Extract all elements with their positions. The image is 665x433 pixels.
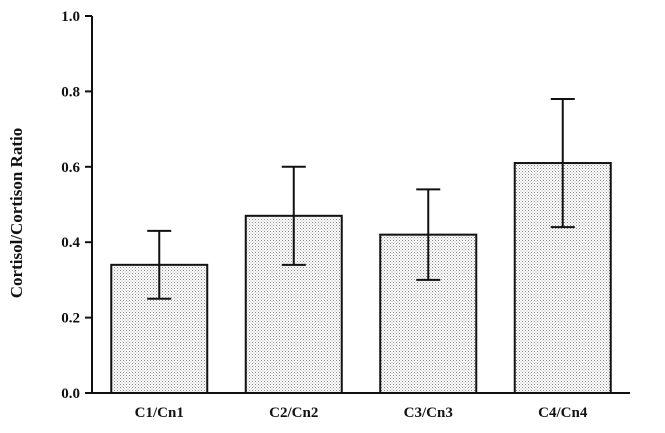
y-tick-label-1: 0.0 xyxy=(61,386,80,402)
y-axis-title: Cortisol/Cortison Ratio xyxy=(7,128,26,298)
y-tick-label-3: 0.4 xyxy=(61,235,80,251)
y-tick-label-4: 0.6 xyxy=(61,160,80,176)
axes-layer xyxy=(85,15,630,394)
x-tick-label-3: C3/Cn3 xyxy=(404,405,453,421)
x-tick-label-4: C4/Cn4 xyxy=(538,405,588,421)
y-tick-label-2: 0.2 xyxy=(61,311,80,327)
labels-layer: C1/Cn1 C2/Cn2 C3/Cn3 C4/Cn4 0.0 0.2 0.4 0.6 0.8 1… xyxy=(61,9,588,421)
y-tick-label-6: 1.0 xyxy=(61,9,80,25)
x-tick-label-1: C1/Cn1 xyxy=(135,405,184,421)
error-bars-layer xyxy=(147,97,575,300)
bars-layer xyxy=(110,162,612,394)
y-tick-label-5: 0.8 xyxy=(61,84,80,100)
x-tick-label-2: C2/Cn2 xyxy=(269,405,318,421)
